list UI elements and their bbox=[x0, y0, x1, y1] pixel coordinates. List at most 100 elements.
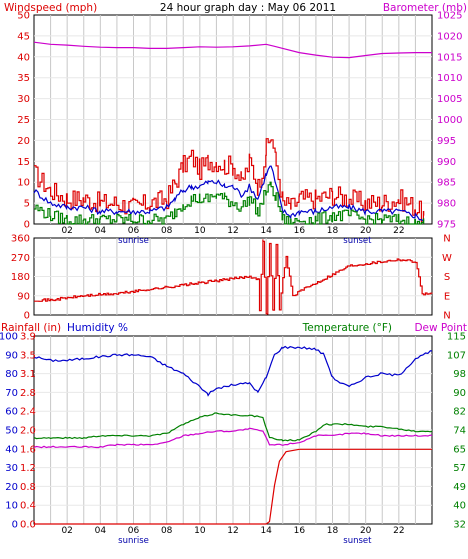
humidity-tick-label: 80 bbox=[5, 369, 18, 380]
rainfall-tick-label: 3.1 bbox=[20, 369, 36, 380]
rainfall-tick-label: 2.8 bbox=[20, 388, 36, 399]
humidity-tick-label: 70 bbox=[5, 388, 18, 399]
barometer-tick-label: 1005 bbox=[437, 94, 462, 105]
direction-degree-tick-label: 360 bbox=[11, 234, 30, 245]
temperature-tick-label: 57 bbox=[453, 463, 466, 474]
temperature-tick-label: 107 bbox=[447, 350, 466, 361]
x-tick-label-top: 08 bbox=[161, 226, 173, 236]
series-rainfall bbox=[34, 448, 432, 525]
x-tick-label-bottom: 04 bbox=[95, 526, 107, 536]
direction-degree-tick-label: 270 bbox=[11, 253, 30, 264]
x-tick-label-top: 04 bbox=[95, 226, 107, 236]
windspeed-tick-label: 40 bbox=[17, 52, 30, 63]
x-tick-label-bottom: 02 bbox=[61, 526, 72, 536]
x-tick-label-top: 02 bbox=[61, 226, 72, 236]
barometer-tick-label: 1015 bbox=[437, 52, 462, 63]
direction-compass-tick-label: E bbox=[444, 291, 450, 302]
windspeed-tick-label: 45 bbox=[17, 31, 30, 42]
x-tick-label-top: 12 bbox=[227, 226, 238, 236]
x-tick-label-top: 18 bbox=[327, 226, 339, 236]
direction-degree-tick-label: 180 bbox=[11, 272, 30, 283]
sunset-label-top: sunset bbox=[343, 236, 372, 246]
x-tick-label-bottom: 16 bbox=[294, 526, 306, 536]
humidity-tick-label: 10 bbox=[5, 501, 18, 512]
windspeed-tick-label: 35 bbox=[17, 73, 30, 84]
windspeed-tick-label: 20 bbox=[17, 136, 30, 147]
direction-degree-tick-label: 90 bbox=[17, 291, 30, 302]
x-tick-label-bottom: 20 bbox=[360, 526, 372, 536]
chart-title: 24 hour graph day : May 06 2011 bbox=[160, 2, 336, 14]
rainfall-axis-title: Rainfall (in) bbox=[1, 322, 61, 334]
temperature-tick-label: 90 bbox=[453, 388, 466, 399]
humidity-tick-label: 100 bbox=[0, 332, 18, 343]
humidity-tick-label: 60 bbox=[5, 407, 18, 418]
barometer-tick-label: 1010 bbox=[437, 73, 462, 84]
humidity-tick-label: 40 bbox=[5, 444, 18, 455]
x-tick-label-bottom: 10 bbox=[194, 526, 206, 536]
rainfall-tick-label: 0.8 bbox=[20, 482, 36, 493]
barometer-tick-label: 990 bbox=[437, 157, 456, 168]
series-dew-point bbox=[33, 427, 433, 449]
series-wind-gust bbox=[34, 138, 425, 223]
temperature-axis-title: Temperature (°F) bbox=[302, 322, 392, 334]
rainfall-tick-label: 0.0 bbox=[20, 520, 36, 531]
rainfall-tick-label: 2.0 bbox=[20, 426, 36, 437]
x-tick-label-top: 10 bbox=[194, 226, 206, 236]
direction-compass-tick-label: N bbox=[443, 234, 450, 245]
windspeed-tick-label: 5 bbox=[24, 199, 30, 210]
barometer-tick-label: 1020 bbox=[437, 31, 462, 42]
humidity-tick-label: 30 bbox=[5, 463, 18, 474]
temperature-tick-label: 115 bbox=[447, 332, 466, 343]
humidity-tick-label: 20 bbox=[5, 482, 18, 493]
barometer-tick-label: 985 bbox=[437, 178, 456, 189]
x-tick-label-top: 16 bbox=[294, 226, 306, 236]
windspeed-tick-label: 15 bbox=[17, 157, 30, 168]
barometer-tick-label: 980 bbox=[437, 199, 456, 210]
rainfall-tick-label: 2.4 bbox=[20, 407, 36, 418]
rainfall-tick-label: 0.4 bbox=[20, 501, 36, 512]
temperature-tick-label: 49 bbox=[453, 482, 466, 493]
temperature-tick-label: 32 bbox=[453, 520, 466, 531]
series-wind-minimum bbox=[34, 181, 425, 225]
windspeed-tick-label: 50 bbox=[17, 11, 30, 22]
x-tick-label-bottom: 12 bbox=[227, 526, 238, 536]
x-tick-label-top: 06 bbox=[128, 226, 140, 236]
x-tick-label-bottom: 18 bbox=[327, 526, 339, 536]
x-tick-label-top: 22 bbox=[393, 226, 404, 236]
x-tick-label-top: 14 bbox=[260, 226, 272, 236]
temperature-tick-label: 40 bbox=[453, 501, 466, 512]
temperature-tick-label: 98 bbox=[453, 369, 466, 380]
windspeed-tick-label: 0 bbox=[24, 220, 30, 231]
temperature-tick-label: 74 bbox=[453, 426, 466, 437]
sunset-label-bottom: sunset bbox=[343, 536, 372, 546]
x-tick-label-bottom: 06 bbox=[128, 526, 140, 536]
dewpoint-axis-title: Dew Point bbox=[414, 322, 467, 334]
direction-compass-tick-label: S bbox=[444, 272, 450, 283]
x-tick-label-top: 20 bbox=[360, 226, 372, 236]
sunrise-label-top: sunrise bbox=[118, 236, 149, 246]
series-temperature bbox=[33, 412, 433, 442]
barometer-tick-label: 1000 bbox=[437, 115, 462, 126]
direction-compass-tick-label: N bbox=[443, 311, 450, 322]
direction-compass-tick-label: W bbox=[442, 253, 452, 264]
x-tick-label-bottom: 08 bbox=[161, 526, 173, 536]
series-barometer bbox=[33, 41, 432, 59]
x-tick-label-bottom: 22 bbox=[393, 526, 404, 536]
humidity-axis-title: Humidity % bbox=[67, 322, 128, 334]
windspeed-tick-label: 30 bbox=[17, 94, 30, 105]
rainfall-tick-label: 3.9 bbox=[20, 332, 36, 343]
x-tick-label-bottom: 14 bbox=[260, 526, 272, 536]
temperature-tick-label: 82 bbox=[453, 407, 466, 418]
barometer-tick-label: 975 bbox=[437, 220, 456, 231]
humidity-tick-label: 0 bbox=[12, 520, 18, 531]
rainfall-tick-label: 1.6 bbox=[20, 444, 36, 455]
sunrise-label-bottom: sunrise bbox=[118, 536, 149, 546]
humidity-tick-label: 50 bbox=[5, 426, 18, 437]
windspeed-tick-label: 25 bbox=[17, 115, 30, 126]
humidity-tick-label: 90 bbox=[5, 350, 18, 361]
right-axis-title-barometer: Barometer (mb) bbox=[383, 2, 467, 14]
series-wind-direction bbox=[34, 239, 433, 315]
rainfall-tick-label: 1.2 bbox=[20, 463, 36, 474]
series-wind-average bbox=[33, 165, 425, 222]
